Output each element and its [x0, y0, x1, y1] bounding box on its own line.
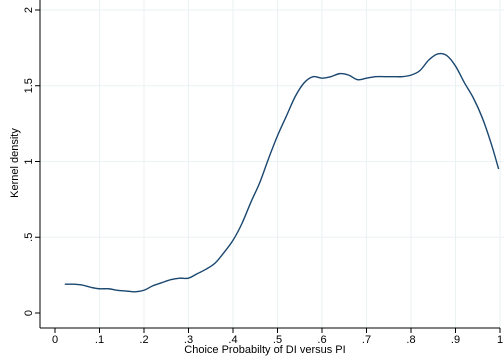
x-axis-title: Choice Probabilty of DI versus PI [184, 344, 345, 356]
y-tick-label: 1.5 [23, 78, 35, 93]
y-tick-label: 2 [23, 7, 35, 13]
density-series [64, 52, 500, 293]
x-tick-label: .4 [228, 334, 237, 346]
x-tick-label: .9 [451, 334, 460, 346]
x-tick-label: 1 [497, 334, 503, 346]
axes [39, 0, 500, 329]
x-tick-label: .5 [273, 334, 282, 346]
density-line [64, 52, 500, 293]
x-tick-label: .8 [406, 334, 415, 346]
x-tick-label: .6 [317, 334, 326, 346]
y-tick-label: .5 [23, 233, 35, 242]
x-tick-label: .2 [139, 334, 148, 346]
x-tick-label: .3 [184, 334, 193, 346]
y-axis-ticks: 0 .5 1 1.5 2 [23, 7, 40, 316]
x-tick-label: .1 [95, 334, 104, 346]
x-axis-ticks: 0 .1 .2 .3 .4 .5 .6 .7 .8 .9 1 [52, 328, 503, 346]
x-tick-label: .7 [362, 334, 371, 346]
x-tick-label: 0 [52, 334, 58, 346]
y-axis-title: Kernel density [9, 128, 21, 198]
y-tick-label: 1 [23, 158, 35, 164]
y-tick-label: 0 [23, 310, 35, 316]
grid-lines [40, 0, 504, 328]
